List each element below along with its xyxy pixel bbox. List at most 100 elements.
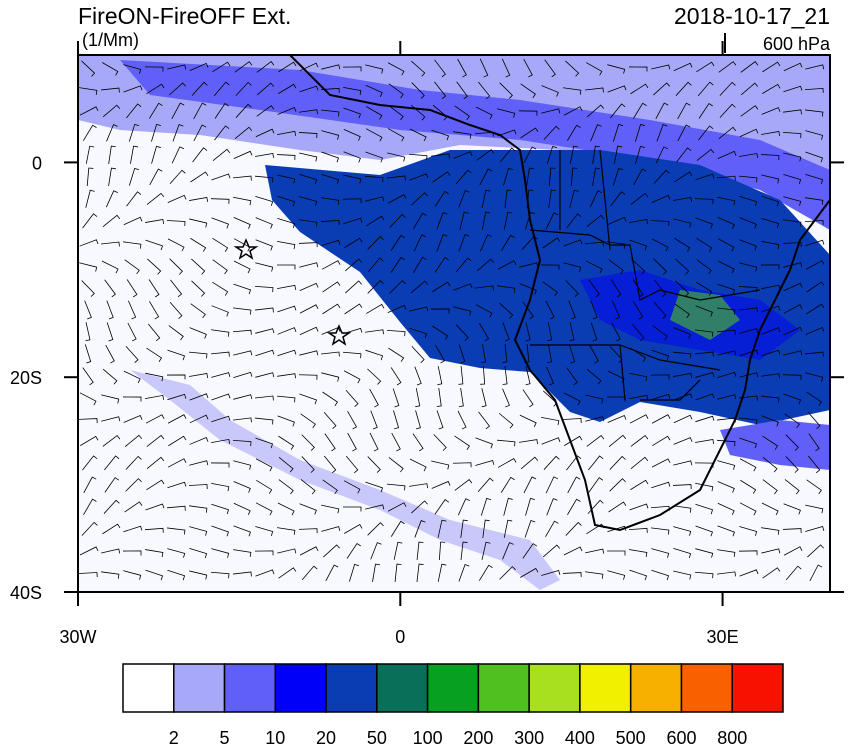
wind-barb — [635, 145, 645, 164]
wind-barb — [79, 392, 97, 406]
wind-barb — [168, 435, 187, 447]
wind-barb — [783, 173, 802, 185]
wind-barb — [343, 107, 361, 119]
wind-barb — [388, 347, 405, 362]
wind-barb — [717, 175, 736, 181]
wind-barb — [523, 146, 537, 164]
wind-barb — [456, 81, 468, 100]
wind-barb — [522, 389, 534, 408]
wind-barb — [85, 322, 91, 342]
wind-barb — [563, 87, 582, 95]
wind-barb — [717, 283, 736, 295]
wind-barb — [717, 394, 737, 400]
wind-barb — [480, 497, 492, 516]
wind-barb — [278, 457, 294, 473]
wind-barb — [567, 124, 581, 141]
wind-barb — [145, 569, 164, 581]
wind-barb — [740, 61, 759, 73]
wind-barb — [717, 549, 736, 557]
wind-barb — [411, 60, 426, 77]
wind-barb — [367, 368, 382, 385]
wind-barb — [369, 432, 379, 452]
wind-barb — [783, 262, 803, 268]
wind-barb — [211, 329, 230, 337]
wind-barb — [503, 211, 513, 230]
wind-barb — [321, 351, 340, 357]
wind-barb — [805, 64, 825, 70]
wind-barb — [695, 415, 715, 423]
wind-barb — [785, 565, 802, 581]
wind-barb — [167, 414, 187, 424]
wind-barb — [394, 563, 402, 582]
wind-barb — [653, 82, 670, 96]
wind-barb — [299, 282, 319, 291]
wind-barb — [477, 477, 494, 493]
wind-barb — [365, 329, 384, 335]
wind-barb — [519, 439, 538, 445]
wind-barb — [169, 169, 186, 184]
wind-barb — [125, 478, 142, 492]
wind-barb — [299, 173, 318, 185]
wind-barb — [255, 417, 274, 425]
wind-barb — [367, 257, 384, 273]
wind-barb — [805, 239, 825, 247]
wind-barb — [673, 505, 692, 513]
wind-barb — [431, 129, 450, 141]
wind-barb — [563, 392, 581, 406]
wind-barb — [85, 145, 95, 164]
wind-barb — [84, 344, 92, 364]
wind-barb — [343, 480, 361, 494]
title: FireON-FireOFF Ext. — [78, 3, 291, 29]
wind-barb — [171, 146, 185, 164]
wind-barb — [145, 218, 165, 224]
wind-barb — [783, 393, 801, 405]
wind-barb — [761, 241, 780, 250]
wind-barb — [650, 505, 670, 511]
wind-barb — [541, 108, 561, 114]
wind-barb — [607, 525, 627, 533]
wind-barb — [322, 281, 341, 293]
wind-barb — [546, 145, 558, 164]
wind-barb — [674, 237, 691, 252]
wind-barb — [434, 499, 450, 515]
wind-barb — [83, 498, 97, 515]
wind-barb — [122, 550, 142, 556]
wind-barb — [387, 194, 407, 204]
wind-barb — [654, 279, 667, 298]
wind-barb — [695, 217, 713, 229]
map-frame — [77, 54, 831, 593]
wind-barb — [278, 567, 297, 579]
wind-barb — [369, 388, 379, 408]
wind-barb — [784, 479, 800, 495]
wind-barb — [256, 61, 275, 73]
wind-barb — [255, 196, 274, 207]
wind-barb — [213, 81, 230, 97]
wind-barb — [255, 349, 275, 357]
wind-barb — [457, 58, 467, 78]
wind-barb — [651, 194, 671, 203]
wind-barb — [343, 151, 361, 163]
wind-barb — [233, 217, 251, 229]
wind-barb — [651, 64, 671, 70]
wind-barb — [607, 414, 627, 423]
wind-barb — [457, 498, 470, 516]
wind-barb — [410, 280, 429, 294]
wind-barb — [762, 567, 781, 579]
wind-barb — [212, 237, 229, 252]
wind-barb — [673, 437, 693, 445]
wind-barb — [631, 323, 645, 342]
wind-barb — [342, 351, 362, 359]
wind-barb — [436, 212, 448, 230]
wind-barb — [78, 418, 98, 424]
wind-barb — [235, 81, 252, 96]
wind-barb — [569, 189, 579, 208]
wind-barb — [630, 347, 647, 362]
marker-star — [233, 238, 259, 260]
units: (1/Mm) — [82, 30, 139, 50]
wind-barb — [413, 234, 427, 252]
wind-barb — [783, 546, 803, 556]
wind-barb — [409, 327, 428, 339]
wind-barb — [436, 410, 444, 430]
wind-barb — [673, 393, 693, 401]
wind-barb — [805, 351, 824, 357]
